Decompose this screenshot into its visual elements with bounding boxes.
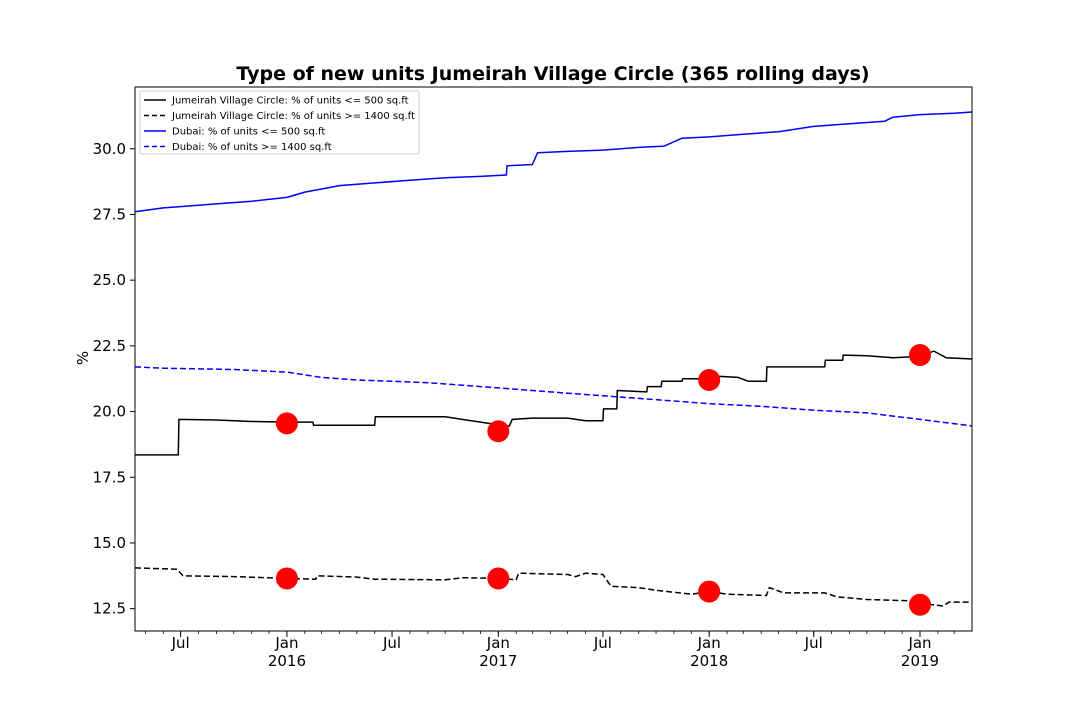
x-tick-label: Jan <box>274 634 298 652</box>
y-tick-label: 15.0 <box>93 534 126 552</box>
y-tick-label: 20.0 <box>93 403 126 421</box>
y-tick-label: 27.5 <box>93 205 126 223</box>
series-line-3 <box>134 111 973 213</box>
red-marker-point <box>275 567 298 590</box>
x-tick-label: Jul <box>804 634 823 652</box>
series-line-1 <box>135 350 973 456</box>
x-tick-year-label: 2016 <box>268 652 306 670</box>
red-marker-point <box>909 593 932 616</box>
plot-area <box>135 87 972 631</box>
x-tick-year-label: 2017 <box>479 652 517 670</box>
y-tick-label: 30.0 <box>93 140 126 158</box>
x-tick-label: Jan <box>697 634 721 652</box>
legend-label: Jumeirah Village Circle: % of units >= 1… <box>171 111 415 122</box>
marker-layer <box>275 344 932 616</box>
x-tick-label: Jul <box>593 634 612 652</box>
y-tick-label: 12.5 <box>93 600 126 618</box>
y-axis-label: % <box>74 351 92 365</box>
y-tick-label: 17.5 <box>93 468 126 486</box>
legend-label: Dubai: % of units <= 500 sq.ft <box>172 127 325 138</box>
y-tick-label: 22.5 <box>93 337 126 355</box>
x-tick-label: Jul <box>382 634 401 652</box>
red-marker-point <box>698 580 721 603</box>
plot-frame <box>134 86 973 632</box>
red-marker-point <box>275 412 298 435</box>
chart-title: Type of new units Jumeirah Village Circl… <box>236 63 869 85</box>
legend-box <box>139 90 420 155</box>
red-marker-point <box>698 369 721 392</box>
series-layer <box>134 111 973 607</box>
red-marker-point <box>487 567 510 590</box>
x-tick-label: Jul <box>171 634 190 652</box>
red-marker-point <box>487 420 510 443</box>
x-tick-label: Jan <box>907 634 931 652</box>
series-line-2 <box>134 567 972 607</box>
series-line-4 <box>134 366 973 427</box>
x-tick-label: Jan <box>486 634 510 652</box>
y-tick-label: 25.0 <box>93 271 126 289</box>
red-marker-point <box>909 344 932 367</box>
plot-background <box>135 87 972 631</box>
legend: Jumeirah Village Circle: % of units <= 5… <box>139 90 420 155</box>
x-tick-year-label: 2018 <box>690 652 728 670</box>
x-tick-year-label: 2019 <box>901 652 939 670</box>
legend-label: Jumeirah Village Circle: % of units <= 5… <box>171 96 409 107</box>
legend-label: Dubai: % of units >= 1400 sq.ft <box>172 142 332 153</box>
